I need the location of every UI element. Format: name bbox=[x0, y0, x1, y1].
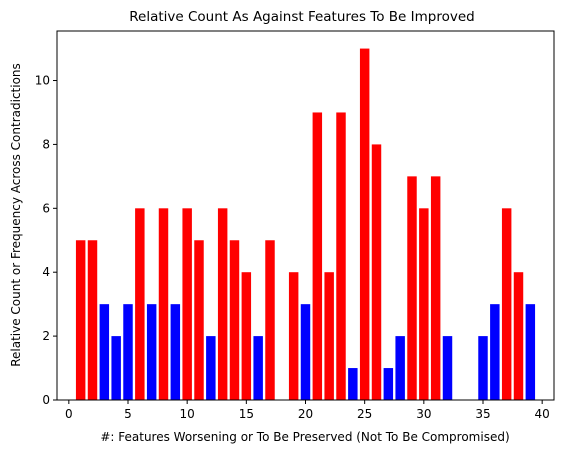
bar-28 bbox=[395, 336, 405, 400]
y-tick-label: 10 bbox=[35, 74, 50, 88]
x-tick-label: 25 bbox=[357, 407, 372, 421]
bar-1 bbox=[75, 240, 86, 400]
x-tick-label: 0 bbox=[65, 407, 73, 421]
y-axis-label: Relative Count or Frequency Across Contr… bbox=[9, 63, 23, 367]
bar-4 bbox=[111, 336, 121, 400]
bar-31 bbox=[430, 176, 441, 400]
bar-39 bbox=[525, 304, 536, 400]
bar-7 bbox=[146, 304, 157, 400]
bar-12 bbox=[206, 336, 216, 400]
x-tick-label: 35 bbox=[475, 407, 490, 421]
bar-15 bbox=[241, 272, 252, 400]
bar-19 bbox=[288, 272, 299, 400]
y-tick-label: 4 bbox=[42, 265, 50, 279]
x-tick-label: 30 bbox=[416, 407, 431, 421]
bar-27 bbox=[383, 368, 394, 400]
bar-13 bbox=[217, 208, 228, 400]
bar-11 bbox=[194, 240, 204, 400]
bar-30 bbox=[419, 208, 429, 400]
bar-16 bbox=[253, 336, 263, 400]
bar-14 bbox=[229, 240, 240, 400]
bar-37 bbox=[501, 208, 512, 400]
x-tick-label: 20 bbox=[298, 407, 313, 421]
bar-6 bbox=[135, 208, 145, 400]
x-axis-label: #: Features Worsening or To Be Preserved… bbox=[100, 430, 509, 444]
x-tick-label: 15 bbox=[239, 407, 254, 421]
bar-29 bbox=[407, 176, 417, 400]
bars-layer bbox=[75, 48, 536, 400]
x-tick-label: 5 bbox=[124, 407, 132, 421]
bar-25 bbox=[359, 48, 370, 400]
bar-23 bbox=[336, 112, 346, 400]
bar-38 bbox=[513, 272, 524, 400]
bar-3 bbox=[99, 304, 110, 400]
x-axis-ticks: 0 5 10 15 20 25 30 35 40 bbox=[65, 400, 550, 421]
bar-21 bbox=[312, 112, 323, 400]
bar-20 bbox=[300, 304, 311, 400]
bar-36 bbox=[490, 304, 500, 400]
bar-35 bbox=[478, 336, 488, 400]
y-tick-label: 8 bbox=[42, 137, 50, 151]
bar-26 bbox=[371, 144, 382, 400]
bar-32 bbox=[442, 336, 453, 400]
x-tick-label: 40 bbox=[535, 407, 550, 421]
bar-24 bbox=[348, 368, 358, 400]
y-tick-label: 6 bbox=[42, 201, 50, 215]
bar-5 bbox=[123, 304, 133, 400]
y-tick-label: 0 bbox=[42, 393, 50, 407]
bar-2 bbox=[87, 240, 98, 400]
y-axis-ticks: 0 2 4 6 8 10 bbox=[35, 74, 57, 407]
bar-9 bbox=[170, 304, 181, 400]
bar-22 bbox=[324, 272, 334, 400]
chart-title: Relative Count As Against Features To Be… bbox=[129, 9, 474, 25]
bar-10 bbox=[182, 208, 192, 400]
bar-8 bbox=[158, 208, 169, 400]
bar-17 bbox=[265, 240, 275, 400]
y-tick-label: 2 bbox=[42, 329, 50, 343]
x-tick-label: 10 bbox=[180, 407, 195, 421]
